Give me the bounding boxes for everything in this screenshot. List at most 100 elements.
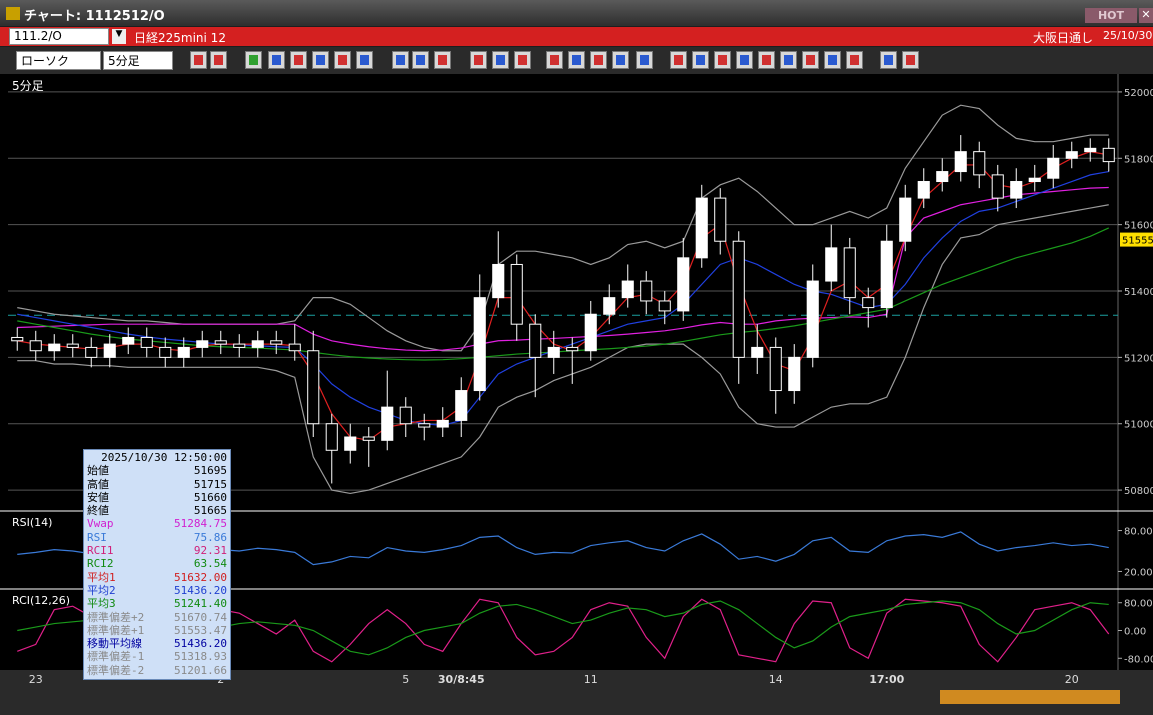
y-tick-label: -80.00 <box>1124 654 1153 665</box>
toolbar-icon <box>806 55 815 65</box>
candle-body <box>159 346 172 358</box>
toolbar-icon <box>640 55 649 65</box>
candle-body <box>880 240 893 309</box>
toolbar-button[interactable] <box>312 51 329 69</box>
candle-body <box>1084 147 1097 153</box>
hot-button[interactable]: HOT <box>1085 8 1137 23</box>
candle-body <box>344 436 357 451</box>
candle-body <box>714 197 727 242</box>
toolbar-icon <box>850 55 859 65</box>
toolbar-icon <box>438 55 447 65</box>
toolbar-button[interactable] <box>636 51 653 69</box>
toolbar-button[interactable] <box>434 51 451 69</box>
candle-body <box>1028 177 1041 183</box>
x-tick-label: 14 <box>769 673 783 686</box>
toolbar-icon <box>550 55 559 65</box>
candle-body <box>325 423 338 451</box>
info-value: 63.54 <box>193 557 227 571</box>
toolbar-icon <box>784 55 793 65</box>
candle-body <box>177 346 190 358</box>
toolbar-button[interactable] <box>412 51 429 69</box>
toolbar-button[interactable] <box>692 51 709 69</box>
candle-body <box>973 151 986 176</box>
toolbar-button[interactable] <box>245 51 262 69</box>
toolbar-button[interactable] <box>210 51 227 69</box>
info-label: 標準偏差-2 <box>87 663 145 677</box>
instrument-bar: 111.2/O ▼ 日経225mini 12 大阪日通し 25/10/30 <box>0 27 1153 46</box>
toolbar-button[interactable] <box>802 51 819 69</box>
toolbar-button[interactable] <box>880 51 897 69</box>
info-row: 平均2 51436.20 <box>87 584 227 597</box>
toolbar-button[interactable] <box>736 51 753 69</box>
info-row: 標準偏差+1 51553.47 <box>87 624 227 637</box>
info-label: RSI <box>87 530 107 544</box>
candle-body <box>899 197 912 242</box>
candle-body <box>362 436 375 441</box>
candle-body <box>122 336 135 345</box>
candle-body <box>825 247 838 282</box>
toolbar-icon <box>316 55 325 65</box>
candle-body <box>85 346 98 358</box>
toolbar-icon <box>906 55 915 65</box>
y-tick-label: 80.00 <box>1124 599 1153 610</box>
toolbar-button[interactable] <box>268 51 285 69</box>
y-tick-label: 80.00 <box>1124 527 1153 538</box>
toolbar-button[interactable] <box>290 51 307 69</box>
toolbar-button[interactable] <box>514 51 531 69</box>
info-value: 51318.93 <box>174 650 227 664</box>
info-datetime: 2025/10/30 12:50:00 <box>101 451 227 464</box>
candle-body <box>270 340 283 345</box>
toolbar-icon <box>360 55 369 65</box>
toolbar-button[interactable] <box>902 51 919 69</box>
candle-body <box>233 343 246 348</box>
toolbar-button[interactable] <box>356 51 373 69</box>
toolbar-button[interactable] <box>392 51 409 69</box>
toolbar-button[interactable] <box>546 51 563 69</box>
toolbar-button[interactable] <box>714 51 731 69</box>
code-dropdown[interactable]: ▼ <box>112 29 126 44</box>
candle-body <box>492 263 505 299</box>
toolbar-button[interactable] <box>334 51 351 69</box>
toolbar-button[interactable] <box>758 51 775 69</box>
toolbar-icon <box>572 55 581 65</box>
toolbar-button[interactable] <box>780 51 797 69</box>
toolbar-icon <box>696 55 705 65</box>
info-label: RCI1 <box>87 544 114 558</box>
toolbar-button[interactable] <box>492 51 509 69</box>
toolbar-button[interactable] <box>846 51 863 69</box>
y-tick-label: 51800 <box>1124 154 1153 165</box>
y-tick-label: 0.00 <box>1124 627 1146 638</box>
info-label: 終値 <box>87 504 109 518</box>
toolbar-button[interactable] <box>568 51 585 69</box>
toolbar-button[interactable] <box>612 51 629 69</box>
code-input[interactable]: 111.2/O <box>9 28 109 45</box>
toolbar-icon <box>272 55 281 65</box>
info-label: 安値 <box>87 490 109 504</box>
info-value: 51284.75 <box>174 517 227 531</box>
interval-select[interactable]: 5分足 <box>103 51 173 70</box>
y-tick-label: 52000 <box>1124 88 1153 99</box>
chart-type-select[interactable]: ローソク <box>16 51 101 70</box>
toolbar-button[interactable] <box>670 51 687 69</box>
candle-body <box>1010 181 1023 199</box>
y-tick-label: 51600 <box>1124 221 1153 232</box>
candle-body <box>677 257 690 312</box>
toolbar-button[interactable] <box>590 51 607 69</box>
panel-label: RCI(12,26) <box>12 594 70 607</box>
info-row: 標準偏差-2 51201.66 <box>87 664 227 677</box>
info-row: 移動平均線 51436.20 <box>87 637 227 650</box>
scroll-thumb[interactable] <box>940 690 1120 704</box>
close-button[interactable]: ✕ <box>1139 8 1153 23</box>
toolbar-icon <box>594 55 603 65</box>
candle-body <box>806 280 819 358</box>
candle-body <box>1047 157 1060 179</box>
toolbar-icon <box>616 55 625 65</box>
toolbar-button[interactable] <box>824 51 841 69</box>
info-value: 51632.00 <box>174 570 227 584</box>
info-box: 2025/10/30 12:50:00 始値 51695 高値 51715 安値 5166… <box>83 449 231 680</box>
toolbar-button[interactable] <box>470 51 487 69</box>
candle-body <box>621 280 634 299</box>
last-price-tag <box>1120 232 1153 247</box>
toolbar-icon <box>396 55 405 65</box>
toolbar-button[interactable] <box>190 51 207 69</box>
